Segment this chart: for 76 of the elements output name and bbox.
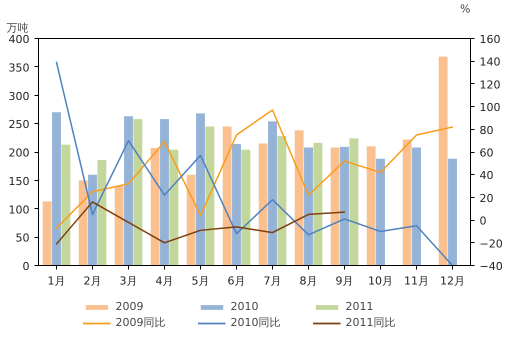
bar — [196, 113, 205, 266]
y2-tick-label: −20 — [480, 237, 503, 250]
x-tick-label: 4月 — [156, 274, 174, 288]
y2-tick-label: 40 — [480, 169, 494, 182]
bar — [294, 130, 304, 266]
x-tick-label: 2月 — [84, 274, 102, 288]
bar — [448, 158, 457, 266]
bar — [205, 126, 214, 266]
legend-label: 2010 — [230, 300, 260, 313]
y-tick-label: 100 — [8, 203, 30, 216]
y2-tick-label: 140 — [480, 56, 500, 69]
bar — [186, 174, 196, 266]
bar — [402, 140, 412, 266]
bar — [340, 146, 349, 266]
y-tick-label: 400 — [8, 33, 30, 46]
bar — [78, 180, 88, 266]
bar — [88, 174, 97, 266]
x-tick-label: 1月 — [48, 274, 66, 288]
bar — [349, 138, 358, 266]
legend-label: 2009同比 — [116, 315, 166, 330]
legend-label: 2009 — [116, 300, 144, 313]
x-tick-label: 7月 — [264, 274, 282, 288]
x-tick-label: 12月 — [440, 274, 465, 288]
y2-tick-label: −40 — [480, 260, 503, 273]
bar — [330, 147, 340, 266]
y2-tick-label: 60 — [480, 146, 494, 160]
y-tick-label: 200 — [8, 146, 30, 160]
bar — [232, 144, 241, 266]
legend-label: 2011 — [346, 300, 374, 313]
legend-label: 2011同比 — [346, 315, 396, 330]
y2-tick-label: 0 — [480, 214, 486, 228]
line-series — [56, 109, 454, 229]
x-tick-label: 11月 — [404, 274, 429, 288]
x-tick-label: 3月 — [120, 274, 138, 288]
bar — [268, 121, 277, 266]
y-tick-label: 50 — [16, 232, 30, 245]
bar — [313, 142, 322, 266]
bar — [133, 119, 142, 266]
bar — [241, 150, 250, 266]
legend-label: 2010同比 — [230, 315, 282, 330]
bar — [438, 56, 448, 266]
bar — [258, 143, 268, 266]
x-tick-label: 8月 — [300, 274, 318, 288]
bar — [366, 146, 376, 266]
x-tick-label: 5月 — [192, 274, 210, 288]
bar — [42, 201, 52, 266]
bar — [169, 150, 178, 266]
line-series — [56, 62, 454, 266]
bar — [114, 186, 124, 266]
x-tick-label: 10月 — [368, 274, 393, 288]
y-tick-label: 250 — [8, 118, 30, 132]
bar — [160, 119, 169, 266]
y-tick-label: 0 — [22, 260, 30, 273]
bar — [277, 136, 286, 266]
bar — [97, 160, 106, 266]
bar — [222, 126, 232, 266]
bar — [61, 144, 70, 266]
line-series — [56, 201, 346, 245]
y-tick-label: 150 — [8, 174, 30, 188]
y2-tick-label: 120 — [480, 78, 500, 92]
bar — [304, 147, 313, 266]
bar — [376, 158, 385, 266]
y2-tick-label: 80 — [480, 124, 494, 137]
y2-tick-label: 100 — [480, 101, 500, 114]
x-tick-label: 6月 — [228, 274, 246, 288]
x-tick-label: 9月 — [336, 274, 354, 288]
y-tick-label: 300 — [8, 90, 30, 103]
y2-tick-label: 20 — [480, 192, 494, 205]
y2-tick-label: 160 — [480, 33, 500, 46]
y2-axis-title: % — [460, 2, 470, 16]
bar — [150, 148, 160, 266]
bar — [52, 112, 61, 266]
bar — [412, 147, 421, 266]
y-axis-title: 万吨 — [6, 22, 28, 34]
y-tick-label: 350 — [8, 61, 30, 74]
bar — [124, 116, 133, 266]
